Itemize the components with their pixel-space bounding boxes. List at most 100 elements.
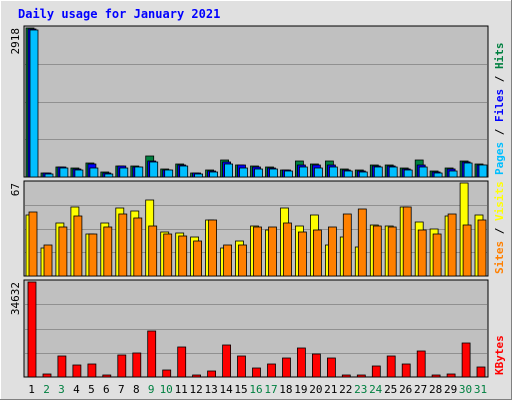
bar-kbytes-day-29 [446,373,456,378]
bar-pages-day-14 [224,163,234,178]
plot-area [23,25,489,178]
bar-sites-day-1 [28,211,38,277]
bar-kbytes-day-30 [461,342,471,378]
legend-separator: / [493,221,506,241]
legend-files: Files [493,89,506,122]
bar-pages-day-12 [194,173,204,178]
bar-sites-day-4 [73,215,83,277]
bar-pages-day-4 [74,169,84,178]
legend-sites: Sites [493,241,506,274]
x-tick-label: 14 [219,383,233,396]
bar-kbytes-day-2 [42,373,52,378]
bar-sites-day-12 [193,240,203,277]
panel-2: 67 Sites / Visits [9,180,506,277]
bar-pages-day-11 [179,165,189,178]
bar-pages-day-25 [388,166,398,178]
bar-kbytes-day-1 [27,281,37,378]
panel-1: 2918 Pages / Files / Hits [9,25,506,178]
x-tick-label: 20 [309,383,322,396]
bar-kbytes-day-4 [72,364,82,378]
series-pages [29,29,488,178]
legend: Sites / Visits [493,181,506,274]
x-tick-label: 26 [399,383,412,396]
bar-pages-day-23 [358,171,368,178]
legend-kbytes: KBytes [493,335,506,375]
bar-kbytes-day-17 [267,363,276,378]
bar-kbytes-day-16 [252,367,261,378]
bar-kbytes-day-22 [341,374,351,378]
bar-kbytes-day-20 [311,353,321,378]
bar-pages-day-26 [403,169,413,178]
bar-sites-day-6 [103,226,113,277]
bar-sites-day-24 [372,225,382,277]
bar-pages-day-6 [104,173,114,178]
bar-sites-day-17 [268,226,277,277]
x-tick-label: 21 [324,383,337,396]
bar-sites-day-9 [148,225,158,277]
x-tick-label: 30 [459,383,472,396]
bar-kbytes-day-6 [102,374,112,378]
bar-sites-day-19 [297,231,307,277]
bar-pages-day-1 [29,29,39,178]
legend-hits: Hits [493,43,506,70]
bar-kbytes-day-14 [222,344,232,378]
bar-sites-day-26 [402,206,412,277]
bar-pages-day-2 [44,173,54,178]
panel-3: 34632 KBytes [9,279,506,378]
x-tick-label: 31 [474,383,487,396]
bar-kbytes-day-9 [147,330,157,378]
legend: Pages / Files / Hits [493,43,506,176]
bar-sites-day-28 [432,233,442,277]
bar-sites-day-5 [88,233,98,277]
x-tick-label: 12 [189,383,202,396]
bar-pages-day-3 [59,167,69,178]
bar-pages-day-30 [463,162,473,178]
bar-sites-day-31 [477,219,487,277]
bar-sites-day-23 [357,208,367,277]
bar-pages-day-8 [134,166,144,178]
x-tick-label: 7 [118,383,125,396]
bar-pages-day-18 [284,170,293,178]
bar-pages-day-20 [313,167,323,178]
bar-sites-day-27 [417,229,427,277]
chart-panels: 2918 Pages / Files / Hits 67 Sites / Visits… [9,25,506,378]
bar-pages-day-10 [164,169,174,178]
y-max-label: 2918 [9,28,22,55]
bar-sites-day-14 [223,244,233,277]
bar-kbytes-day-31 [476,366,486,378]
y-max-label: 34632 [9,282,22,315]
x-tick-label: 11 [175,383,188,396]
bar-pages-day-22 [343,170,353,178]
x-tick-label: 18 [279,383,292,396]
bar-pages-day-24 [373,166,383,178]
x-tick-label: 9 [148,383,155,396]
bar-sites-day-20 [312,229,322,277]
bar-sites-day-15 [238,244,247,277]
x-tick-label: 28 [429,383,442,396]
bar-sites-day-10 [163,233,173,277]
bar-sites-day-29 [447,213,457,277]
bar-sites-day-22 [342,213,352,277]
bar-kbytes-day-10 [162,369,172,378]
bar-kbytes-day-21 [326,357,336,378]
legend-separator: / [493,122,506,142]
x-tick-label: 3 [58,383,65,396]
bar-kbytes-day-3 [57,355,67,378]
bar-kbytes-day-19 [296,347,306,378]
legend-visits: Visits [493,181,506,221]
x-tick-label: 13 [204,383,217,396]
bar-pages-day-13 [209,171,219,178]
x-tick-label: 6 [103,383,110,396]
bar-pages-day-7 [119,167,129,178]
x-tick-label: 22 [339,383,352,396]
bar-sites-day-7 [118,213,128,277]
bar-kbytes-day-7 [117,354,127,378]
bar-sites-day-2 [43,244,53,277]
bar-sites-day-3 [58,226,68,277]
chart-title: Daily usage for January 2021 [18,7,220,21]
x-axis-day-labels: 1 2 3 4 5 6 7 8 9 10 11 12 13 14 15 16 17 18 19 20 21 22 23 24 2… [28,383,487,396]
bar-pages-day-17 [269,168,278,178]
bar-pages-day-5 [89,167,99,178]
bar-sites-day-18 [283,222,292,277]
x-tick-label: 16 [249,383,262,396]
